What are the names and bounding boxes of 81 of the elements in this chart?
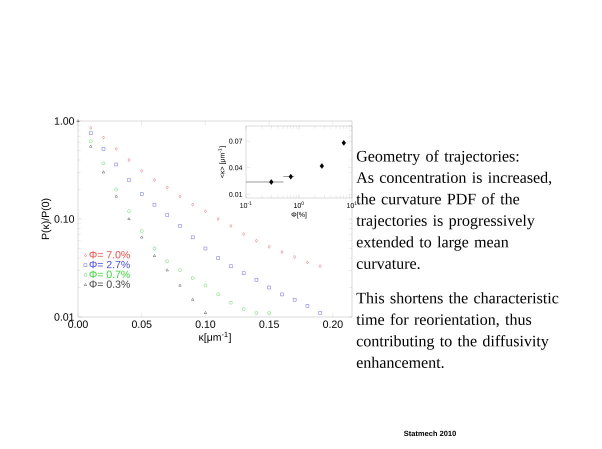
point bbox=[89, 126, 92, 130]
x-tick-label: 0.15 bbox=[259, 320, 279, 328]
point bbox=[191, 202, 194, 206]
point bbox=[127, 178, 131, 182]
x-tick-label: 0.00 bbox=[68, 320, 88, 328]
point bbox=[178, 224, 182, 228]
point bbox=[306, 304, 310, 308]
point bbox=[152, 246, 156, 250]
point bbox=[178, 284, 182, 286]
legend-label: Φ= 0.7% bbox=[90, 270, 130, 278]
point bbox=[89, 144, 92, 148]
point bbox=[76, 119, 80, 122]
point bbox=[267, 311, 271, 315]
point bbox=[140, 230, 144, 233]
point bbox=[242, 308, 246, 311]
legend-label: Φ= 0.3% bbox=[90, 280, 130, 288]
y-tick-label: 0.01 bbox=[54, 313, 74, 321]
point bbox=[292, 298, 296, 302]
point bbox=[102, 136, 105, 140]
y-tick-label: 1.00 bbox=[54, 117, 74, 125]
point bbox=[128, 158, 130, 162]
point bbox=[229, 264, 233, 268]
point bbox=[102, 170, 105, 174]
point bbox=[152, 254, 156, 257]
point bbox=[242, 232, 245, 236]
point bbox=[293, 255, 296, 259]
point bbox=[114, 194, 118, 198]
point bbox=[178, 268, 182, 272]
point bbox=[127, 210, 131, 213]
point bbox=[255, 239, 258, 242]
point bbox=[102, 162, 106, 166]
point bbox=[102, 147, 106, 151]
y-axis-title: P(κ)/P(0) bbox=[41, 198, 52, 240]
x-tick-label: 0.20 bbox=[323, 320, 343, 328]
point bbox=[280, 292, 284, 296]
point bbox=[114, 162, 118, 166]
point bbox=[140, 169, 144, 173]
point bbox=[178, 194, 182, 198]
point bbox=[280, 250, 284, 254]
legend-label: Φ= 2.7% bbox=[90, 260, 130, 268]
point bbox=[204, 311, 207, 314]
point bbox=[204, 210, 207, 213]
point bbox=[114, 188, 118, 192]
point bbox=[229, 300, 233, 304]
text: As concentration is increased, the curvature PDF of the trajectories is progressively extended to large mean curvature. bbox=[356, 172, 552, 270]
point bbox=[242, 271, 246, 275]
point bbox=[166, 186, 169, 190]
y-tick-label: 0.10 bbox=[54, 215, 74, 223]
legend-label: Φ= 7.0% bbox=[90, 251, 130, 258]
point bbox=[254, 311, 258, 315]
point bbox=[152, 202, 156, 206]
text: Geometry of trajectories: bbox=[356, 150, 518, 165]
x-tick-label: 0.10 bbox=[196, 320, 216, 328]
x-axis-title: κ[μm$^{-1}$] bbox=[199, 332, 231, 343]
point bbox=[230, 224, 232, 228]
point bbox=[268, 245, 270, 249]
point bbox=[89, 132, 92, 135]
point bbox=[204, 284, 208, 288]
point bbox=[204, 246, 208, 250]
point bbox=[254, 278, 258, 282]
point bbox=[318, 311, 322, 315]
point bbox=[267, 286, 271, 290]
point bbox=[89, 140, 92, 144]
point bbox=[191, 298, 194, 301]
x-tick-label: 0.05 bbox=[132, 320, 152, 328]
point bbox=[114, 147, 118, 151]
point bbox=[127, 217, 130, 220]
point bbox=[140, 236, 144, 238]
point bbox=[216, 256, 220, 260]
point bbox=[166, 268, 169, 272]
point bbox=[166, 213, 169, 217]
point bbox=[318, 264, 322, 268]
point bbox=[140, 192, 144, 196]
point bbox=[216, 292, 220, 296]
point bbox=[153, 178, 156, 182]
point bbox=[191, 276, 194, 280]
point bbox=[166, 260, 169, 264]
point bbox=[216, 217, 220, 221]
text: This shortens the characteristic time for reorientation, thus contributing to the diffusivity enhancement. bbox=[356, 292, 558, 368]
point bbox=[191, 236, 194, 240]
point bbox=[306, 260, 309, 264]
